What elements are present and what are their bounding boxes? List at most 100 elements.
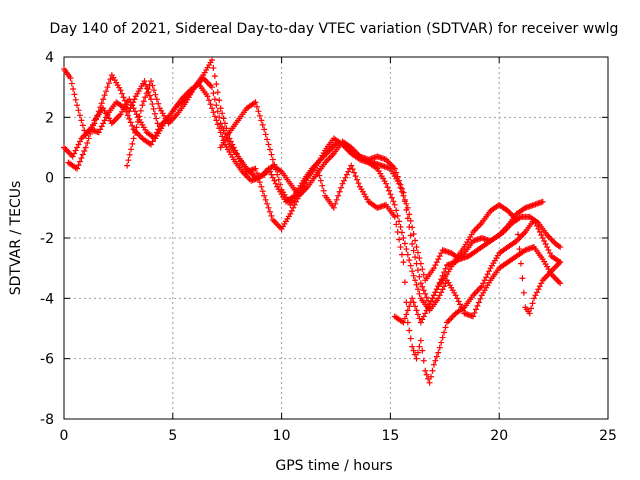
data-point: [536, 283, 543, 290]
data-point: [216, 114, 223, 121]
data-point: [222, 120, 229, 127]
data-point: [319, 182, 326, 189]
series-arc-6: [391, 201, 564, 326]
data-point: [532, 292, 539, 299]
data-point: [266, 146, 273, 153]
data-point: [529, 300, 536, 307]
data-point: [438, 289, 445, 296]
data-point: [76, 158, 83, 165]
data-point: [264, 136, 271, 143]
data-point: [396, 180, 403, 187]
data-point: [420, 313, 427, 320]
data-point: [390, 198, 397, 205]
data-point: [519, 275, 526, 282]
data-point: [105, 80, 112, 87]
data-point: [457, 301, 464, 308]
data-point: [477, 295, 484, 302]
data-point: [272, 166, 279, 173]
data-point: [152, 91, 159, 98]
data-point: [216, 97, 223, 104]
chart-title: Day 140 of 2021, Sidereal Day-to-day VTE…: [50, 21, 619, 37]
data-point: [332, 200, 339, 207]
data-point: [470, 313, 477, 320]
data-point: [264, 200, 271, 207]
data-point: [269, 156, 276, 163]
data-point: [68, 80, 75, 87]
data-point: [140, 98, 147, 105]
data-point: [255, 174, 262, 181]
y-tick-label: -2: [40, 231, 54, 247]
data-point: [266, 168, 273, 175]
data-point: [204, 93, 211, 100]
data-point: [407, 217, 414, 224]
data-point: [258, 183, 265, 190]
data-point: [413, 307, 420, 314]
data-point: [208, 57, 215, 64]
data-point: [272, 180, 279, 187]
data-point: [88, 126, 95, 133]
data-point: [252, 165, 259, 172]
data-point: [401, 315, 408, 322]
data-point: [532, 219, 539, 226]
data-point: [101, 117, 108, 124]
data-point: [538, 231, 545, 238]
data-point: [87, 130, 94, 137]
data-point: [154, 120, 161, 127]
data-point: [103, 88, 110, 95]
data-point: [339, 180, 346, 187]
data-point: [417, 260, 424, 267]
data-point: [412, 303, 419, 310]
data-point: [397, 244, 404, 251]
data-point: [132, 108, 139, 115]
data-point: [100, 96, 107, 103]
data-point: [97, 126, 104, 133]
data-point: [82, 144, 89, 151]
data-point: [520, 289, 527, 296]
data-point: [261, 126, 268, 133]
x-tick-label: 0: [60, 428, 69, 444]
data-point: [146, 92, 153, 99]
data-point: [69, 153, 76, 160]
y-tick-label: 4: [45, 50, 54, 66]
data-point: [275, 176, 282, 183]
data-point: [436, 344, 443, 351]
data-point: [127, 119, 134, 126]
data-point: [124, 162, 131, 169]
data-point: [219, 133, 226, 140]
data-point: [142, 94, 149, 101]
data-point: [206, 97, 213, 104]
data-point: [349, 166, 356, 173]
data-point: [452, 292, 459, 299]
data-point: [412, 237, 419, 244]
data-point: [536, 228, 543, 235]
data-point: [481, 277, 488, 284]
data-point: [149, 82, 156, 89]
data-point: [432, 262, 439, 269]
data-point: [417, 319, 424, 326]
data-point: [314, 167, 321, 174]
data-point: [338, 184, 345, 191]
data-point: [399, 251, 406, 258]
axis-ticks: 0 5 10 15 20 25 -8 -6 -4 -2 0 2 4: [40, 50, 617, 444]
data-point: [287, 210, 294, 217]
data-point: [133, 124, 140, 131]
data-point: [436, 292, 443, 299]
data-point: [271, 177, 278, 184]
data-point: [261, 192, 268, 199]
data-point: [208, 84, 215, 91]
data-point: [233, 150, 240, 157]
data-point: [320, 187, 327, 194]
data-point: [416, 273, 423, 280]
data-point: [317, 177, 324, 184]
data-point: [391, 213, 398, 220]
data-point: [230, 144, 237, 151]
data-point: [229, 141, 236, 148]
data-point: [394, 212, 401, 219]
data-point: [480, 280, 487, 287]
data-point: [393, 207, 400, 214]
data-point: [475, 299, 482, 306]
data-point: [412, 277, 419, 284]
data-point: [410, 247, 417, 254]
data-point: [401, 279, 408, 286]
data-point: [406, 257, 413, 264]
